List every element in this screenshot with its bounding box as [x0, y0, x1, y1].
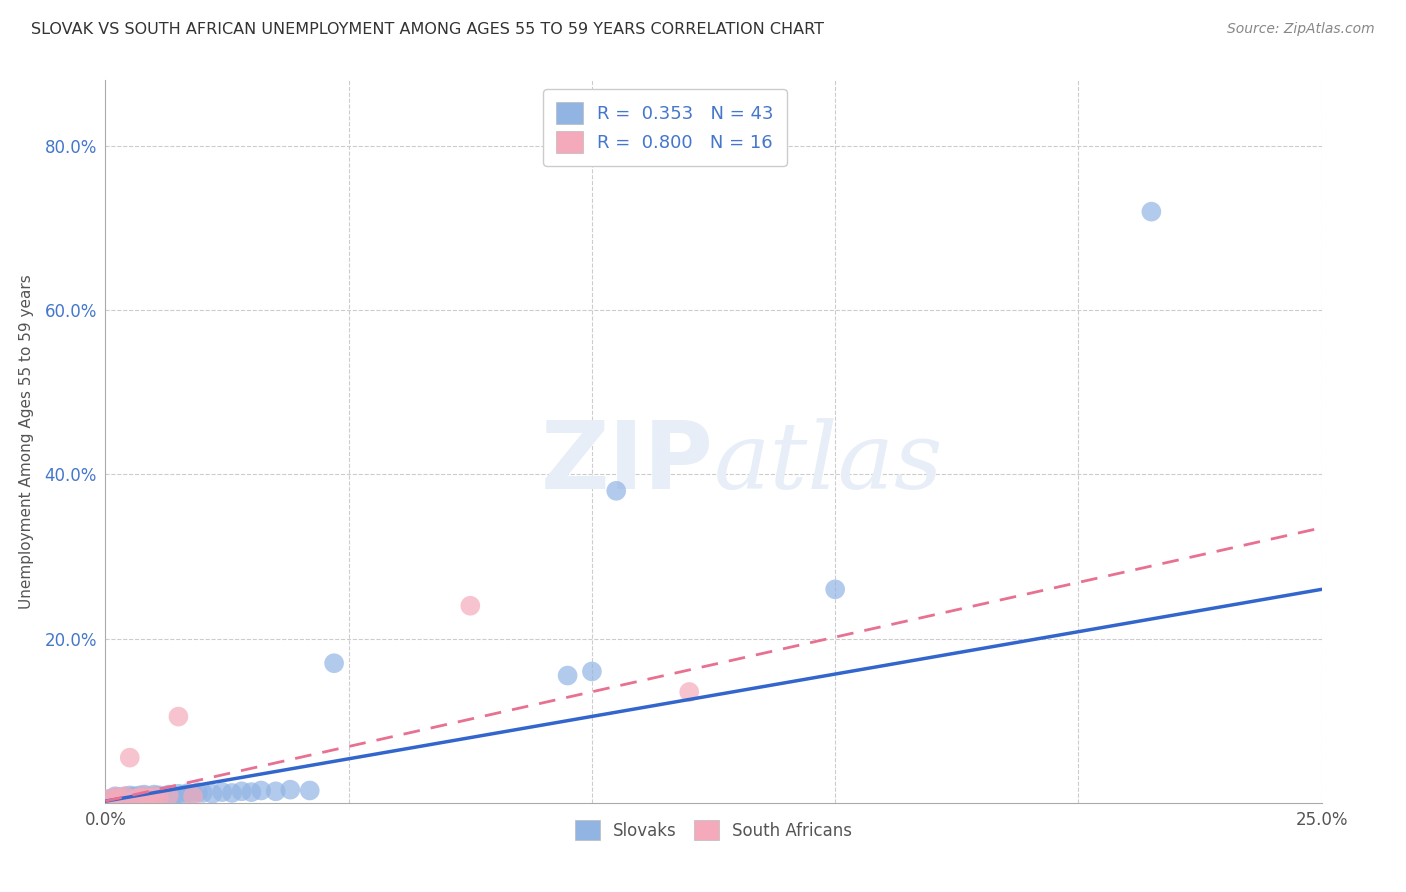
Point	[108, 790, 131, 805]
Point	[231, 784, 253, 798]
Point	[181, 789, 204, 804]
Point	[124, 790, 146, 805]
Point	[240, 785, 263, 799]
Point	[191, 786, 214, 800]
Point	[138, 790, 160, 805]
Point	[581, 665, 603, 679]
Point	[167, 787, 190, 801]
Text: SLOVAK VS SOUTH AFRICAN UNEMPLOYMENT AMONG AGES 55 TO 59 YEARS CORRELATION CHART: SLOVAK VS SOUTH AFRICAN UNEMPLOYMENT AMO…	[31, 22, 824, 37]
Point	[323, 657, 346, 671]
Point	[143, 789, 166, 804]
Point	[128, 790, 150, 805]
Point	[108, 790, 131, 805]
Point	[134, 788, 156, 802]
Point	[157, 789, 180, 803]
Point	[157, 788, 180, 802]
Point	[557, 668, 579, 682]
Point	[678, 685, 700, 699]
Point	[114, 790, 136, 805]
Point	[118, 789, 141, 803]
Text: atlas: atlas	[713, 418, 943, 508]
Point	[264, 784, 287, 798]
Point	[177, 786, 200, 800]
Point	[211, 785, 233, 799]
Point	[148, 789, 170, 803]
Point	[118, 790, 141, 805]
Point	[128, 789, 150, 803]
Point	[167, 709, 190, 723]
Point	[104, 790, 127, 805]
Point	[221, 786, 243, 800]
Point	[124, 789, 146, 804]
Point	[138, 790, 160, 805]
Point	[114, 789, 136, 804]
Point	[162, 789, 184, 803]
Point	[187, 785, 209, 799]
Point	[143, 788, 166, 802]
Text: Source: ZipAtlas.com: Source: ZipAtlas.com	[1227, 22, 1375, 37]
Point	[278, 782, 301, 797]
Point	[104, 789, 127, 804]
Text: ZIP: ZIP	[541, 417, 713, 509]
Point	[250, 783, 273, 797]
Point	[148, 790, 170, 805]
Point	[134, 789, 156, 804]
Point	[118, 750, 141, 764]
Point	[128, 790, 150, 805]
Point	[98, 791, 121, 805]
Y-axis label: Unemployment Among Ages 55 to 59 years: Unemployment Among Ages 55 to 59 years	[18, 274, 34, 609]
Point	[1140, 204, 1163, 219]
Point	[124, 791, 146, 805]
Point	[298, 783, 321, 797]
Point	[104, 790, 127, 805]
Point	[134, 789, 156, 804]
Point	[143, 789, 166, 804]
Legend: Slovaks, South Africans: Slovaks, South Africans	[567, 812, 860, 848]
Point	[824, 582, 846, 597]
Point	[172, 788, 194, 802]
Point	[108, 791, 131, 805]
Point	[98, 791, 121, 805]
Point	[458, 599, 481, 613]
Point	[153, 789, 176, 804]
Point	[114, 789, 136, 804]
Point	[605, 483, 627, 498]
Point	[181, 787, 204, 801]
Point	[201, 787, 224, 801]
